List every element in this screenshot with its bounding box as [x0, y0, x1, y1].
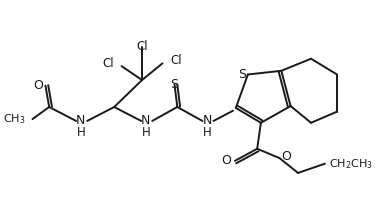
Text: H: H: [76, 126, 85, 140]
Text: S: S: [171, 78, 179, 91]
Text: Cl: Cl: [136, 40, 148, 53]
Text: CH$_2$CH$_3$: CH$_2$CH$_3$: [329, 157, 373, 171]
Text: Cl: Cl: [170, 54, 182, 67]
Text: O: O: [221, 154, 231, 167]
Text: S: S: [238, 68, 246, 81]
Text: Cl: Cl: [103, 57, 114, 70]
Text: N: N: [141, 114, 150, 127]
Text: O: O: [34, 79, 44, 92]
Text: N: N: [202, 114, 212, 127]
Text: H: H: [141, 126, 150, 140]
Text: O: O: [281, 150, 291, 163]
Text: H: H: [203, 126, 211, 140]
Text: CH$_3$: CH$_3$: [3, 112, 25, 126]
Text: N: N: [76, 114, 85, 127]
